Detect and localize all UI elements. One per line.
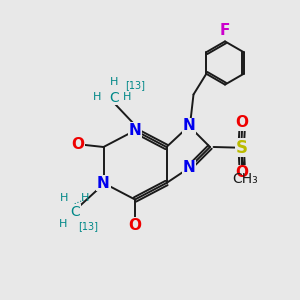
Text: [13]: [13] xyxy=(126,80,146,90)
Text: H: H xyxy=(80,193,89,203)
Text: N: N xyxy=(183,118,195,134)
Text: N: N xyxy=(129,123,141,138)
Text: S: S xyxy=(236,139,247,157)
Text: H: H xyxy=(122,92,131,103)
Text: H: H xyxy=(110,77,118,87)
Text: N: N xyxy=(183,160,195,175)
Text: O: O xyxy=(71,137,85,152)
Text: H: H xyxy=(93,92,102,103)
Text: N: N xyxy=(97,176,110,190)
Text: CH₃: CH₃ xyxy=(232,172,258,186)
Text: C: C xyxy=(109,91,119,104)
Text: [13]: [13] xyxy=(79,221,98,231)
Text: F: F xyxy=(219,23,230,38)
Text: C: C xyxy=(70,205,80,218)
Text: O: O xyxy=(236,115,249,130)
Text: H: H xyxy=(59,219,67,229)
Text: O: O xyxy=(236,165,249,180)
Text: H: H xyxy=(59,193,68,203)
Text: O: O xyxy=(128,218,142,232)
